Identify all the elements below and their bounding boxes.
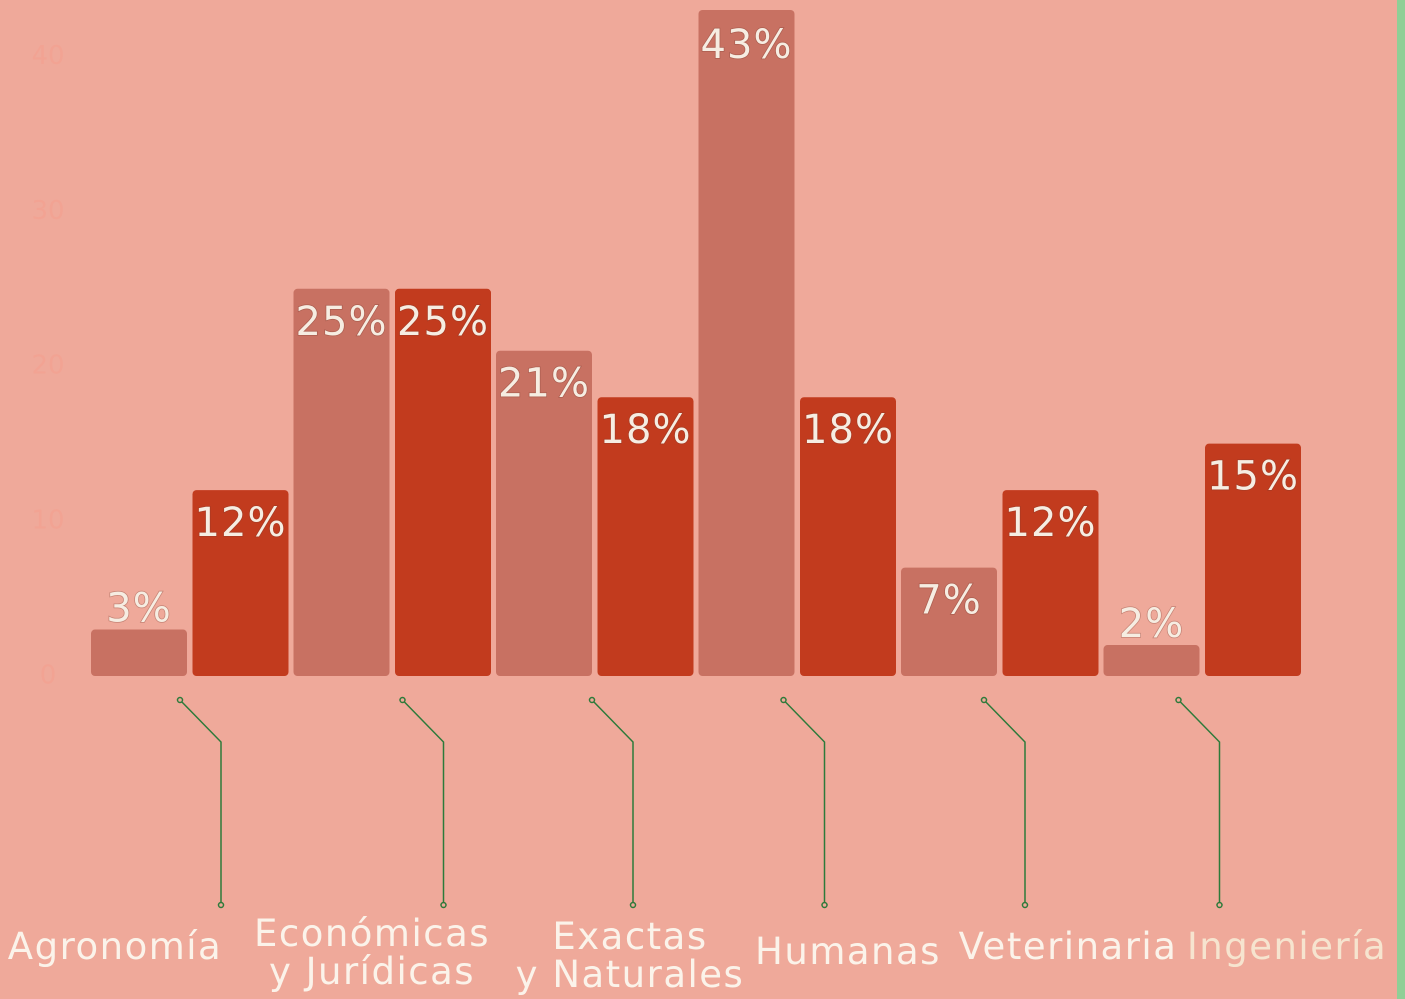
value-label: 18%: [802, 407, 894, 453]
bar: [1002, 490, 1099, 676]
connector-dot: [440, 901, 447, 909]
bar: [698, 10, 795, 676]
bar: [192, 490, 289, 676]
bar: [597, 397, 694, 676]
connector-dot: [780, 696, 787, 704]
value-label: 15%: [1207, 454, 1299, 500]
bar: [395, 288, 491, 676]
connector-dot: [1216, 901, 1223, 909]
category-label: Humanas: [755, 930, 941, 973]
bar: [293, 288, 390, 676]
side-strip: [1397, 0, 1405, 999]
category-label: Veterinaria: [958, 925, 1178, 968]
y-tick-label: 0: [40, 661, 57, 691]
connector-dot: [217, 901, 225, 909]
connector-dot: [399, 696, 406, 704]
y-tick-label: 40: [31, 41, 64, 71]
value-label: 18%: [600, 407, 692, 453]
connector-dot: [980, 696, 988, 704]
bar: [496, 350, 592, 676]
category-label: Ingeniería: [1186, 925, 1388, 968]
category-label: Agronomía: [7, 925, 223, 968]
bar: [1103, 645, 1200, 676]
category-label: Exactas y Naturales: [515, 915, 745, 996]
bar: [800, 397, 896, 676]
connector: [591, 699, 634, 905]
value-label: 7%: [916, 578, 981, 624]
connector: [179, 699, 222, 905]
connector: [401, 699, 445, 905]
connector: [983, 699, 1026, 905]
connector-dot: [588, 696, 596, 704]
value-label: 21%: [498, 361, 590, 407]
y-tick-label: 10: [31, 506, 64, 536]
connector: [782, 699, 826, 905]
bar: [1205, 443, 1301, 676]
connector-dot: [629, 901, 637, 909]
value-label: 25%: [296, 299, 388, 345]
value-label: 12%: [1005, 500, 1097, 546]
value-label: 25%: [397, 299, 489, 345]
value-label: 12%: [195, 500, 287, 546]
y-tick-label: 20: [31, 351, 64, 381]
bar: [91, 629, 187, 676]
value-label: 2%: [1119, 601, 1184, 647]
connector-dot: [1175, 696, 1182, 704]
connector-dot: [821, 901, 828, 909]
y-tick-label: 30: [31, 196, 64, 226]
connector-dot: [1021, 901, 1029, 909]
category-label: Económicas y Jurídicas: [253, 912, 491, 993]
bar: [901, 567, 997, 676]
value-label: 43%: [701, 22, 793, 68]
connector: [1177, 699, 1221, 905]
connector-dot: [176, 696, 184, 704]
value-label: 3%: [106, 586, 171, 632]
